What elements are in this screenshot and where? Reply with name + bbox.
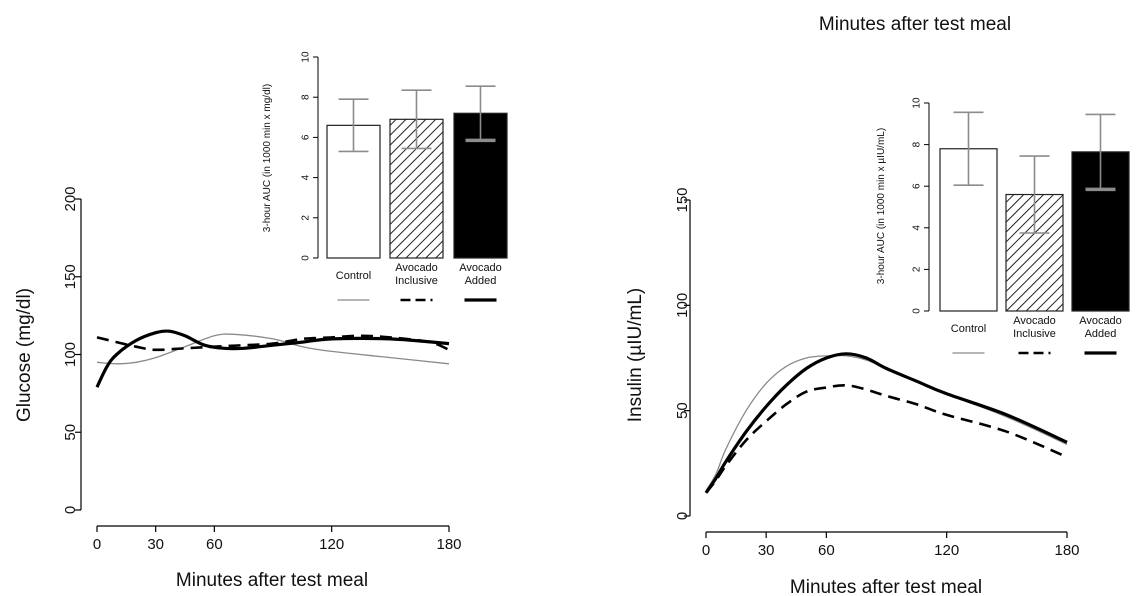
insulin-inset-y-tick-label: 4 xyxy=(912,225,923,231)
insulin-x-tick-label: 180 xyxy=(1054,542,1079,559)
glucose-inset-category-label: Inclusive xyxy=(395,275,438,287)
insulin-inset-y-tick-label: 2 xyxy=(912,266,923,272)
insulin-auc-inset: 3-hour AUC (in 1000 min x µIU/mL) 0 2 4 6 8 1… xyxy=(876,97,1130,355)
glucose-y-tick-label: 0 xyxy=(62,506,79,514)
glucose-y-tick-label: 200 xyxy=(62,186,79,211)
insulin-inset-y-tick-label: 8 xyxy=(912,141,923,147)
glucose-series-lines xyxy=(95,329,450,388)
glucose-inset-category-label: Avocado xyxy=(459,262,502,274)
glucose-axes: 0 30 60 120 180 0 50 100 150 200 xyxy=(62,186,462,553)
glucose-x-axis-title: Minutes after test meal xyxy=(176,570,368,591)
glucose-inset-category-label: Avocado xyxy=(395,262,438,274)
insulin-line-inclusive xyxy=(704,384,1068,494)
insulin-inset-category-label: Control xyxy=(951,323,986,335)
insulin-x-tick-label: 120 xyxy=(934,542,959,559)
insulin-inset-category-label: Added xyxy=(1085,328,1117,340)
insulin-y-tick-label: 50 xyxy=(674,402,691,419)
insulin-inset-category-label: Avocado xyxy=(1013,315,1056,327)
glucose-inset-y-tick-label: 0 xyxy=(301,255,312,261)
insulin-y-tick-label: 100 xyxy=(674,293,691,318)
glucose-x-tick-label: 180 xyxy=(436,536,461,553)
glucose-y-axis-title: Glucose (mg/dl) xyxy=(14,288,35,422)
insulin-y-tick-label: 150 xyxy=(674,187,691,212)
insulin-series-lines xyxy=(704,352,1068,494)
insulin-inset-y-tick-label: 0 xyxy=(912,308,923,314)
insulin-axes: 0 30 60 120 180 0 50 100 150 xyxy=(674,187,1080,559)
insulin-x-tick-label: 0 xyxy=(702,542,710,559)
glucose-inset-category-label: Added xyxy=(465,275,497,287)
glucose-y-tick-label: 100 xyxy=(62,342,79,367)
insulin-inset-category-label: Avocado xyxy=(1079,315,1122,327)
glucose-inset-y-tick-label: 8 xyxy=(301,94,312,100)
insulin-top-x-axis-title: Minutes after test meal xyxy=(819,14,1011,35)
insulin-inset-y-tick-label: 6 xyxy=(912,183,923,189)
insulin-x-tick-label: 30 xyxy=(758,542,775,559)
glucose-y-tick-label: 50 xyxy=(62,424,79,441)
glucose-inset-y-tick-label: 4 xyxy=(301,174,312,180)
glucose-line-inclusive xyxy=(96,334,450,352)
glucose-x-tick-label: 60 xyxy=(206,536,223,553)
glucose-inset-y-tick-label: 2 xyxy=(301,215,312,221)
insulin-panel: Minutes after test meal 0 30 60 120 18005010… xyxy=(625,14,1130,596)
insulin-inset-y-tick-label: 10 xyxy=(912,97,923,109)
insulin-x-axis-title: Minutes after test meal xyxy=(790,577,982,596)
insulin-inset-category-label: Inclusive xyxy=(1013,328,1056,340)
glucose-x-tick-label: 120 xyxy=(319,536,344,553)
glucose-inset-category-label: Control xyxy=(336,270,371,282)
glucose-line-added xyxy=(95,329,450,388)
glucose-inset-y-tick-label: 6 xyxy=(301,134,312,140)
insulin-line-added xyxy=(704,352,1068,494)
glucose-x-tick-label: 0 xyxy=(93,536,101,553)
glucose-y-tick-label: 150 xyxy=(62,264,79,289)
glucose-inset-y-axis-title: 3-hour AUC (in 1000 min x mg/dl) xyxy=(262,84,273,232)
glucose-inset-y-tick-label: 10 xyxy=(301,51,312,63)
glucose-line-control xyxy=(96,333,450,365)
insulin-y-axis-title: Insulin (µIU/mL) xyxy=(625,288,646,422)
insulin-line-control xyxy=(705,354,1068,492)
insulin-y-tick-label: 0 xyxy=(674,512,691,520)
insulin-inset-y-axis-title: 3-hour AUC (in 1000 min x µIU/mL) xyxy=(876,128,887,284)
glucose-x-tick-label: 30 xyxy=(147,536,164,553)
insulin-x-tick-label: 60 xyxy=(818,542,835,559)
glucose-auc-inset: 3-hour AUC (in 1000 min x mg/dl) 0 2 4 6 8 10… xyxy=(262,51,508,302)
